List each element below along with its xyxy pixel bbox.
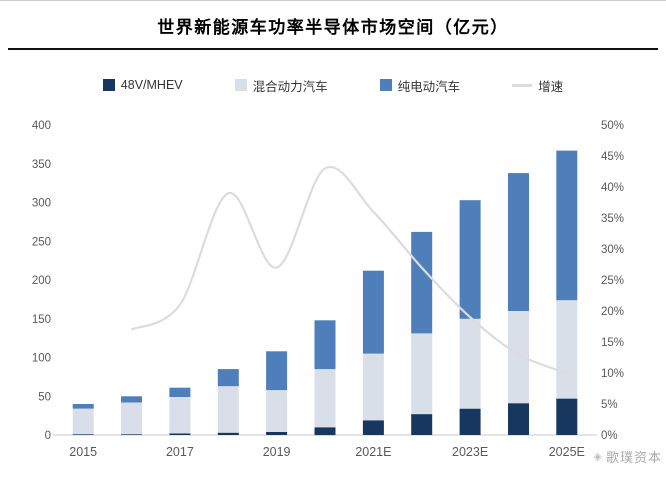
bar-segment (121, 434, 142, 435)
right-axis-tick: 10% (601, 368, 624, 380)
legend-swatch-bev (379, 79, 392, 91)
bar-segment (169, 433, 191, 435)
legend-item-growth: 增速 (512, 76, 563, 95)
bar-segment (217, 386, 239, 433)
bar-segment (508, 403, 529, 435)
left-axis-tick: 400 (32, 120, 51, 132)
bar-segment (217, 369, 239, 387)
right-axis-tick: 35% (601, 213, 624, 225)
left-axis-tick: 0 (45, 430, 51, 442)
title-underline (8, 48, 658, 50)
legend-swatch-hybrid (234, 79, 247, 91)
bar-segment (266, 431, 288, 435)
bar-segment (169, 397, 191, 434)
bar-segment (314, 320, 336, 370)
legend-label-bev: 纯电动汽车 (397, 79, 461, 94)
bar-segment (266, 351, 288, 391)
bar-segment (459, 408, 481, 435)
bar-segment (217, 432, 239, 435)
page-title: 世界新能源车功率半导体市场空间（亿元） (157, 18, 509, 37)
legend-item-hybrid: 混合动力汽车 (234, 76, 328, 95)
legend-swatch-48v-mhev (102, 79, 115, 91)
right-axis-tick: 0% (601, 430, 618, 442)
x-axis-label: 2021E (355, 445, 391, 459)
watermark-icon: ◈ (593, 451, 603, 463)
chart-area: 48V/MHEV 混合动力汽车 纯电动汽车 增速 0 50 100 150 200 250… (0, 76, 666, 478)
growth-rate-line (131, 165, 568, 375)
legend-label-growth: 增速 (538, 79, 564, 94)
right-axis-tick: 30% (601, 244, 624, 256)
bar-segment (508, 173, 529, 311)
bar-segment (362, 420, 384, 435)
legend-item-48v-mhev: 48V/MHEV (102, 78, 183, 92)
right-axis-tick: 50% (601, 120, 624, 132)
market-chart: 0 50 100 150 200 250 300 350 400 0% 5% 10% 15% 20% 25%… (32, 120, 624, 459)
bar-segment (72, 434, 94, 435)
right-axis-tick: 40% (601, 182, 624, 194)
bar-segment (121, 402, 142, 435)
bar-segment (459, 200, 481, 319)
right-axis-tick: 45% (601, 151, 624, 163)
watermark: ◈ 歌璞资本 (594, 447, 662, 466)
right-axis-tick: 20% (601, 306, 624, 318)
right-axis-tick: 5% (601, 399, 618, 411)
right-axis-tick: 15% (601, 337, 624, 349)
left-axis-tick: 100 (32, 353, 51, 365)
bar-segment (169, 387, 191, 397)
watermark-text: 歌璞资本 (605, 450, 662, 465)
bar-segment (411, 414, 433, 435)
legend-label-hybrid: 混合动力汽车 (252, 79, 328, 94)
left-axis-tick: 350 (32, 159, 51, 171)
bar-segment (121, 396, 142, 403)
chart-legend: 48V/MHEV 混合动力汽车 纯电动汽车 增速 (0, 76, 666, 94)
left-axis-tick: 300 (32, 198, 51, 210)
bar-segment (266, 390, 288, 432)
top-divider (0, 0, 666, 1)
x-axis-label: 2017 (166, 445, 194, 459)
bar-segment (411, 333, 433, 415)
bar-segment (556, 300, 578, 399)
bar-segment (459, 318, 481, 409)
left-axis-tick: 200 (32, 275, 51, 287)
bar-segment (72, 408, 94, 435)
bar-segment (362, 353, 384, 421)
bar-segment (411, 231, 433, 334)
x-axis-label: 2023E (452, 445, 488, 459)
legend-swatch-growth-line (512, 83, 533, 87)
bar-segment (72, 404, 94, 409)
legend-item-bev: 纯电动汽车 (379, 76, 461, 95)
bar-segment (314, 369, 336, 428)
left-axis-tick: 50 (38, 391, 51, 403)
x-axis-label: 2015 (69, 445, 97, 459)
bar-segment (556, 398, 578, 435)
bar-segment (556, 150, 578, 301)
bar-segment (314, 427, 336, 436)
left-axis-tick: 250 (32, 236, 51, 248)
bar-segment (508, 311, 529, 404)
x-axis-label: 2025E (549, 445, 585, 459)
left-axis-tick: 150 (32, 314, 51, 326)
bar-segment (362, 270, 384, 354)
x-axis-label: 2019 (263, 445, 291, 459)
legend-label-48v-mhev: 48V/MHEV (120, 78, 183, 92)
right-axis-tick: 25% (601, 275, 624, 287)
